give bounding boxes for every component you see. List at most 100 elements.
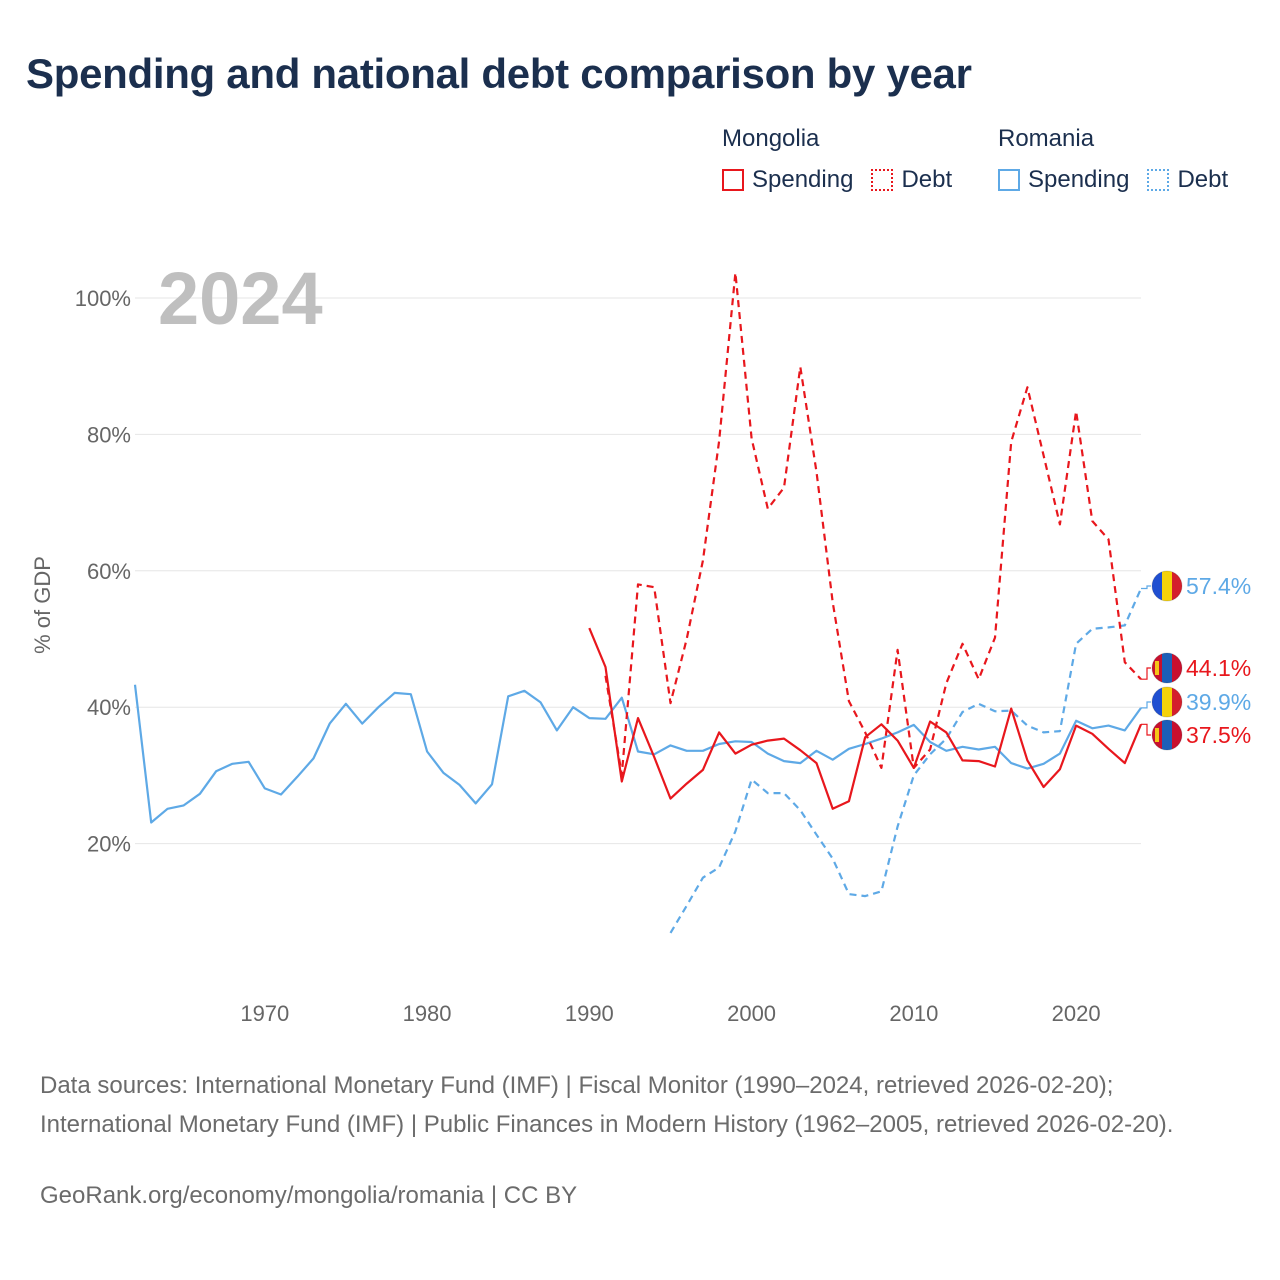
data-point xyxy=(247,760,250,763)
data-point xyxy=(718,866,721,869)
data-point xyxy=(426,750,429,753)
data-point xyxy=(1058,768,1061,771)
data-point xyxy=(1107,747,1110,750)
line-chart: 2024 % of GDP 20%40%60%80%100% 1970 1980 1… xyxy=(30,257,1251,1026)
data-point xyxy=(1123,661,1126,664)
data-point xyxy=(864,895,867,898)
data-point xyxy=(782,792,785,795)
gridlines xyxy=(135,297,1141,845)
data-point xyxy=(409,693,412,696)
end-label-romania-debt: 57.4% xyxy=(1141,570,1251,602)
end-label-value: 57.4% xyxy=(1186,573,1251,599)
data-point xyxy=(750,743,753,746)
data-point xyxy=(701,559,704,562)
data-point xyxy=(1010,440,1013,443)
data-point xyxy=(636,750,639,753)
data-point xyxy=(718,440,721,443)
end-labels: 39.9% 57.4% 37.5% 44.1% xyxy=(1141,570,1251,751)
data-point xyxy=(929,748,932,751)
series-romania-debt xyxy=(669,588,1143,934)
data-point xyxy=(896,825,899,828)
data-point xyxy=(993,745,996,748)
data-point xyxy=(1075,719,1078,722)
mongolia-flag-icon xyxy=(1151,719,1183,751)
data-point xyxy=(328,722,331,725)
data-point xyxy=(993,765,996,768)
data-point xyxy=(766,752,769,755)
data-point xyxy=(1042,785,1045,788)
legend-item-romania-debt[interactable]: Debt xyxy=(1147,166,1228,194)
data-point xyxy=(1107,538,1110,541)
data-point xyxy=(701,749,704,752)
data-point xyxy=(929,740,932,743)
data-point xyxy=(669,744,672,747)
data-point xyxy=(701,876,704,879)
data-point xyxy=(912,774,915,777)
series-line-romania-spending[interactable] xyxy=(133,684,1142,824)
credit-link[interactable]: GeoRank.org/economy/mongolia/romania | C… xyxy=(40,1182,578,1209)
data-point xyxy=(604,674,607,677)
data-point xyxy=(523,689,526,692)
data-point xyxy=(1091,732,1094,735)
data-point xyxy=(1075,642,1078,645)
legend-item-mongolia-spending[interactable]: Spending xyxy=(722,166,853,194)
data-point xyxy=(896,648,899,651)
data-point xyxy=(799,749,802,752)
data-point xyxy=(279,793,282,796)
data-point xyxy=(815,762,818,765)
data-point xyxy=(896,739,899,742)
end-label-connector xyxy=(1141,701,1151,709)
data-point xyxy=(993,636,996,639)
data-point xyxy=(1107,626,1110,629)
data-point xyxy=(604,665,607,668)
data-point xyxy=(782,760,785,763)
data-point xyxy=(718,742,721,745)
legend-group-mongolia: Mongolia Spending Debt xyxy=(722,124,970,194)
legend-group-name: Mongolia xyxy=(722,125,820,152)
data-point xyxy=(961,745,964,748)
data-point xyxy=(945,731,948,734)
data-point xyxy=(831,807,834,810)
romania-flag-icon xyxy=(1151,570,1183,602)
series-romania-spending xyxy=(133,684,1142,824)
data-point xyxy=(945,749,948,752)
data-point xyxy=(442,771,445,774)
data-point xyxy=(977,760,980,763)
data-point xyxy=(490,783,493,786)
data-point xyxy=(1058,752,1061,755)
series-line-mongolia-spending[interactable] xyxy=(588,627,1143,810)
legend-label: Spending xyxy=(752,166,854,193)
data-point xyxy=(880,737,883,740)
data-point xyxy=(864,731,867,734)
data-point xyxy=(1010,707,1013,710)
data-point xyxy=(831,601,834,604)
data-point xyxy=(1123,624,1126,627)
series-line-romania-debt[interactable] xyxy=(669,588,1143,934)
data-point xyxy=(182,804,185,807)
data-point xyxy=(263,787,266,790)
data-point xyxy=(620,696,623,699)
data-point xyxy=(993,710,996,713)
data-point xyxy=(847,800,850,803)
data-point xyxy=(815,749,818,752)
end-label-connector xyxy=(1141,667,1151,680)
data-point xyxy=(912,723,915,726)
data-point xyxy=(636,717,639,720)
y-tick-label: 20% xyxy=(87,832,131,857)
legend-swatch-solid xyxy=(722,169,744,191)
data-point xyxy=(961,710,964,713)
data-source-note: Data sources: International Monetary Fun… xyxy=(40,1072,1174,1138)
data-point xyxy=(361,722,364,725)
legend-item-mongolia-debt[interactable]: Debt xyxy=(871,166,952,194)
data-point xyxy=(799,365,802,368)
legend-item-romania-spending[interactable]: Spending xyxy=(998,166,1129,194)
year-watermark: 2024 xyxy=(158,257,323,340)
data-point xyxy=(653,586,656,589)
data-point xyxy=(377,706,380,709)
data-point xyxy=(669,797,672,800)
data-point xyxy=(896,731,899,734)
data-point xyxy=(620,773,623,776)
data-point xyxy=(847,747,850,750)
series-line-mongolia-debt[interactable] xyxy=(604,271,1142,776)
data-point xyxy=(1123,762,1126,765)
